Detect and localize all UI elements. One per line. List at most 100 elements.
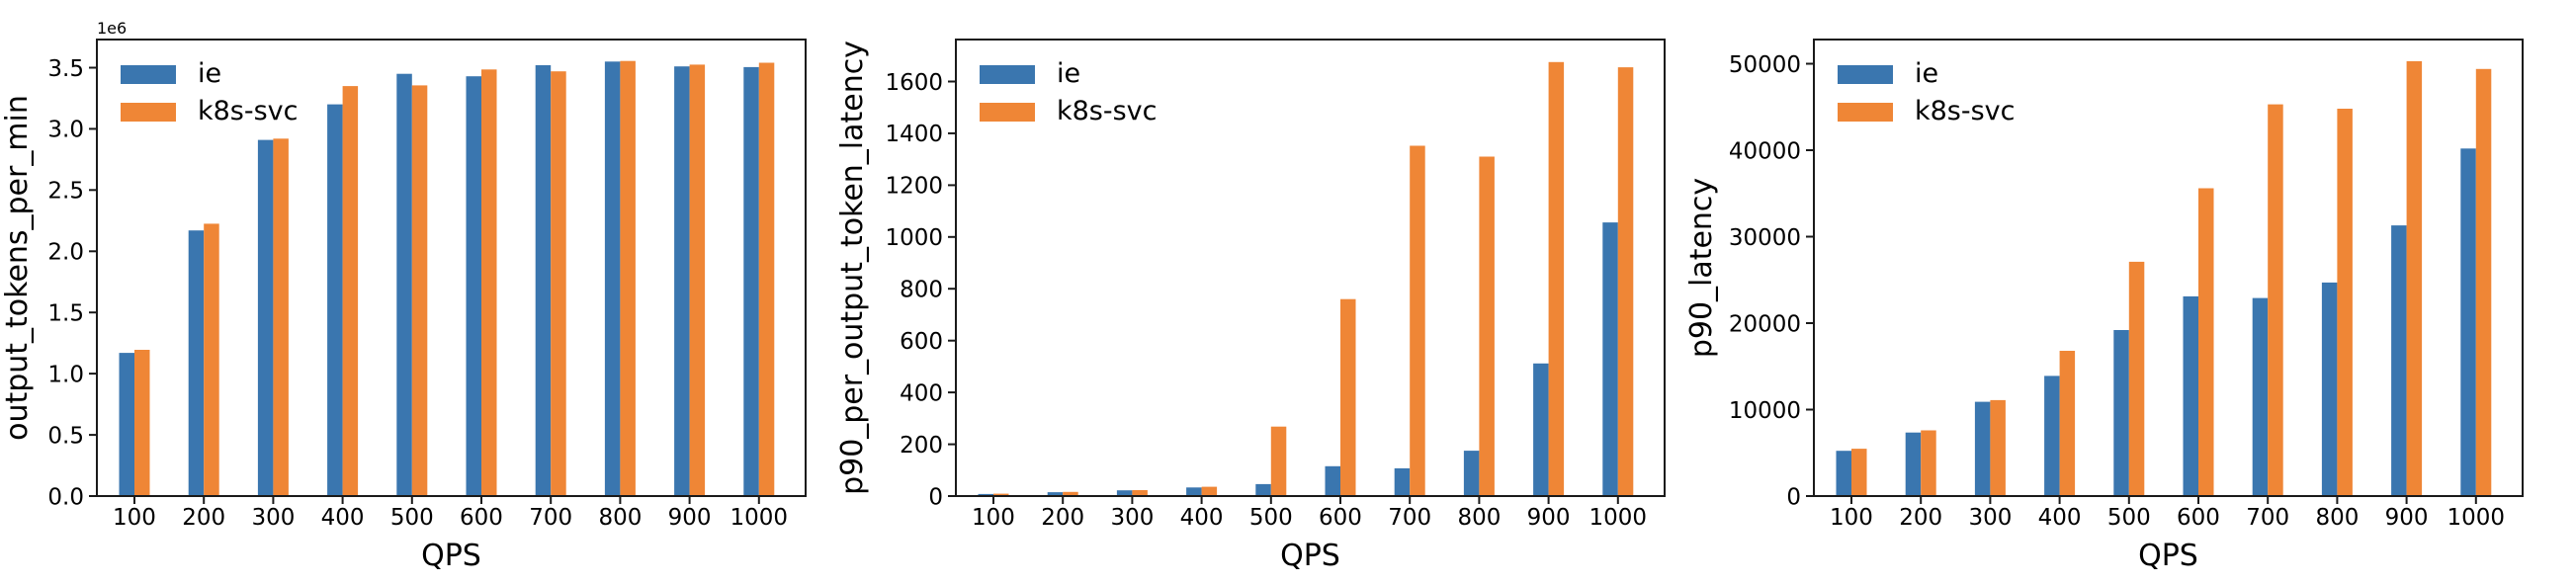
bar-ie-700 xyxy=(535,65,552,496)
x-tick-label: 300 xyxy=(1110,505,1154,531)
bars xyxy=(1836,60,2492,497)
x-tick-label: 800 xyxy=(598,505,642,531)
bar-ie-700 xyxy=(2253,297,2269,496)
y-axis: 0 200 400 600 800 1000 1200 1400 1600 xyxy=(885,70,956,510)
bar-k8s-svc-400 xyxy=(2059,350,2076,496)
bar-k8s-svc-1000 xyxy=(1617,67,1633,496)
x-tick-label: 800 xyxy=(1457,505,1501,531)
y-tick-label: 1.0 xyxy=(47,362,84,387)
y-tick-label: 0 xyxy=(1787,484,1802,510)
bar-k8s-svc-300 xyxy=(273,138,289,496)
x-tick-label: 400 xyxy=(321,505,365,531)
y-tick-label: 20000 xyxy=(1729,311,1801,337)
x-tick-label: 300 xyxy=(1969,505,2013,531)
bar-ie-700 xyxy=(1394,467,1410,496)
x-axis: 100 200 300 400 500 600 700 800 900 1000 xyxy=(1830,495,2505,531)
legend-swatch-ie xyxy=(120,65,176,85)
x-tick-label: 500 xyxy=(2107,505,2151,531)
x-axis: 100 200 300 400 500 600 700 800 900 1000 xyxy=(972,495,1647,531)
x-tick-label: 700 xyxy=(2247,505,2290,531)
x-tick-label: 100 xyxy=(113,505,156,531)
legend-swatch-k8s-svc xyxy=(979,103,1035,123)
x-tick-label: 500 xyxy=(390,505,434,531)
y-tick-label: 40000 xyxy=(1729,138,1801,164)
bar-ie-100 xyxy=(978,493,993,496)
x-tick-label: 200 xyxy=(182,505,225,531)
chart-output-tokens-per-min: 0.0 0.5 1.0 1.5 2.0 2.5 3.0 3.5 100 200 300 400 500 6… xyxy=(0,19,807,573)
x-tick-label: 100 xyxy=(1830,505,1873,531)
bar-ie-500 xyxy=(396,73,412,496)
chart-panel-output-tokens-per-min: 0.0 0.5 1.0 1.5 2.0 2.5 3.0 3.5 100 200 300 400 500 6… xyxy=(0,0,859,585)
bar-ie-900 xyxy=(1532,363,1549,496)
y-tick-label: 1200 xyxy=(885,174,943,200)
bar-k8s-svc-800 xyxy=(620,60,636,496)
bar-k8s-svc-200 xyxy=(204,223,219,496)
x-tick-label: 900 xyxy=(668,505,712,531)
legend-label-ie: ie xyxy=(198,58,221,89)
y-tick-label: 2.5 xyxy=(47,179,84,205)
x-axis-label: QPS xyxy=(2138,539,2198,573)
y-tick-label: 1600 xyxy=(885,70,943,96)
chart-p90-per-output-token-latency: 0 200 400 600 800 1000 1200 1400 1600 100 200 300 40… xyxy=(835,39,1666,573)
y-axis-label: p90_latency xyxy=(1684,178,1719,358)
y-axis-offset-text: 1e6 xyxy=(97,19,127,38)
bar-ie-400 xyxy=(1185,487,1202,496)
y-tick-label: 1000 xyxy=(885,225,943,251)
bar-k8s-svc-500 xyxy=(1270,426,1286,496)
y-tick-label: 0.5 xyxy=(47,423,84,449)
x-tick-label: 700 xyxy=(529,505,572,531)
x-axis: 100 200 300 400 500 600 700 800 900 1000 xyxy=(113,495,788,531)
bar-ie-800 xyxy=(1463,451,1480,496)
x-tick-label: 600 xyxy=(2177,505,2220,531)
x-tick-label: 100 xyxy=(972,505,1015,531)
x-tick-label: 300 xyxy=(251,505,295,531)
bar-k8s-svc-100 xyxy=(992,493,1009,496)
bar-k8s-svc-100 xyxy=(1851,449,1867,496)
bar-k8s-svc-600 xyxy=(480,69,497,496)
bar-ie-400 xyxy=(327,104,343,496)
bar-ie-200 xyxy=(1906,432,1922,496)
bar-ie-800 xyxy=(2322,282,2338,496)
y-axis-label: p90_per_output_token_latency xyxy=(835,41,870,495)
x-tick-label: 900 xyxy=(2385,505,2429,531)
bar-k8s-svc-900 xyxy=(2406,60,2423,496)
bar-k8s-svc-600 xyxy=(1339,298,1356,496)
legend-label-k8s-svc: k8s-svc xyxy=(1915,96,2015,126)
bar-ie-800 xyxy=(604,61,621,496)
bar-k8s-svc-800 xyxy=(2337,109,2354,496)
x-tick-label: 600 xyxy=(460,505,503,531)
bar-k8s-svc-800 xyxy=(1479,156,1495,496)
bar-ie-600 xyxy=(2183,295,2199,496)
legend-swatch-ie xyxy=(979,65,1035,85)
y-axis: 0 10000 20000 30000 40000 50000 xyxy=(1729,52,1815,510)
bar-ie-200 xyxy=(188,230,205,496)
legend-swatch-k8s-svc xyxy=(1838,103,1894,123)
legend-label-ie: ie xyxy=(1915,58,1938,89)
x-tick-label: 800 xyxy=(2316,505,2360,531)
bar-ie-300 xyxy=(1116,490,1133,496)
x-tick-label: 400 xyxy=(2038,505,2082,531)
legend-label-k8s-svc: k8s-svc xyxy=(198,96,298,126)
x-tick-label: 200 xyxy=(1900,505,1943,531)
y-tick-label: 3.5 xyxy=(47,56,84,82)
bar-k8s-svc-500 xyxy=(411,85,428,496)
x-tick-label: 400 xyxy=(1179,505,1223,531)
bar-k8s-svc-700 xyxy=(2268,104,2284,496)
y-tick-label: 30000 xyxy=(1729,225,1801,251)
x-tick-label: 700 xyxy=(1388,505,1431,531)
y-tick-label: 1.5 xyxy=(47,300,84,326)
bar-ie-900 xyxy=(2391,225,2407,496)
y-axis: 0.0 0.5 1.0 1.5 2.0 2.5 3.0 3.5 xyxy=(47,56,97,510)
bar-ie-400 xyxy=(2044,376,2060,496)
bar-k8s-svc-400 xyxy=(342,86,359,496)
x-tick-label: 500 xyxy=(1249,505,1293,531)
y-axis-label: output_tokens_per_min xyxy=(0,95,35,441)
bar-k8s-svc-100 xyxy=(133,349,150,496)
chart-panel-p90-per-output-token-latency: 0 200 400 600 800 1000 1200 1400 1600 100 200 300 40… xyxy=(835,0,1718,585)
y-tick-label: 800 xyxy=(900,277,943,302)
bar-ie-100 xyxy=(1836,451,1852,496)
bar-k8s-svc-200 xyxy=(1062,491,1078,496)
axes-spines xyxy=(1813,39,2525,497)
chart-panel-p90-latency: 0 10000 20000 30000 40000 50000 100 200 300 400 50… xyxy=(1684,0,2576,585)
